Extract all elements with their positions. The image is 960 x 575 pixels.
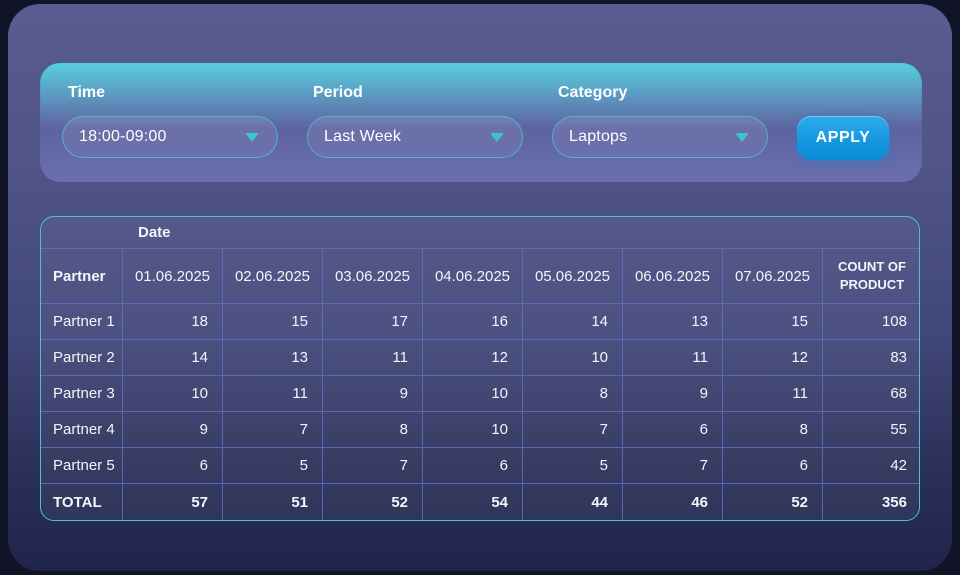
report-table-container: Date Partner 01.06.2025 02.06.2025 03.06… bbox=[40, 216, 920, 521]
total-value: 52 bbox=[723, 484, 823, 520]
dashboard-card: Time 18:00-09:00 Period Last Week Catego… bbox=[8, 4, 952, 571]
cell-value: 9 bbox=[623, 376, 723, 412]
time-dropdown-value: 18:00-09:00 bbox=[79, 128, 167, 145]
cell-value: 11 bbox=[723, 376, 823, 412]
cell-value: 9 bbox=[323, 376, 423, 412]
cell-value: 5 bbox=[223, 448, 323, 484]
cell-value: 10 bbox=[523, 340, 623, 376]
cell-value: 7 bbox=[223, 412, 323, 448]
partner-name: Partner 5 bbox=[41, 448, 123, 484]
cell-value: 7 bbox=[323, 448, 423, 484]
filter-row: Time 18:00-09:00 Period Last Week Catego… bbox=[41, 64, 921, 160]
period-dropdown[interactable]: Last Week bbox=[307, 116, 523, 158]
cell-value: 7 bbox=[523, 412, 623, 448]
column-header-date: 04.06.2025 bbox=[423, 249, 523, 304]
grand-total: 356 bbox=[881, 493, 907, 511]
row-total: 42 bbox=[823, 448, 919, 484]
total-row: TOTAL 57 51 52 54 44 46 52 356 bbox=[41, 484, 919, 520]
cell-value: 10 bbox=[423, 412, 523, 448]
cell-value: 8 bbox=[323, 412, 423, 448]
partner-name: Partner 1 bbox=[41, 304, 123, 340]
total-value: 57 bbox=[123, 484, 223, 520]
cell-value: 8 bbox=[723, 412, 823, 448]
filter-panel: Time 18:00-09:00 Period Last Week Catego… bbox=[40, 63, 922, 182]
cell-value: 7 bbox=[623, 448, 723, 484]
column-header-date: 03.06.2025 bbox=[323, 249, 423, 304]
cell-value: 17 bbox=[323, 304, 423, 340]
time-dropdown[interactable]: 18:00-09:00 bbox=[62, 116, 278, 158]
cell-value: 11 bbox=[323, 340, 423, 376]
cell-value: 6 bbox=[623, 412, 723, 448]
category-dropdown-value: Laptops bbox=[569, 128, 628, 145]
row-total: 83 bbox=[823, 340, 919, 376]
cell-value: 12 bbox=[423, 340, 523, 376]
table-row: Partner 1 18 15 17 16 14 13 15 108 bbox=[41, 304, 919, 340]
cell-value: 10 bbox=[123, 376, 223, 412]
cell-value: 9 bbox=[123, 412, 223, 448]
total-value: 51 bbox=[223, 484, 323, 520]
row-total: 55 bbox=[823, 412, 919, 448]
total-value: 54 bbox=[423, 484, 523, 520]
date-band-row: Date bbox=[41, 217, 919, 249]
period-dropdown-value: Last Week bbox=[324, 128, 402, 145]
cell-value: 6 bbox=[123, 448, 223, 484]
cell-value: 15 bbox=[723, 304, 823, 340]
period-label: Period bbox=[313, 84, 363, 101]
cell-value: 16 bbox=[423, 304, 523, 340]
total-value: 52 bbox=[323, 484, 423, 520]
total-value: 44 bbox=[523, 484, 623, 520]
cell-value: 6 bbox=[423, 448, 523, 484]
column-header-date: 05.06.2025 bbox=[523, 249, 623, 304]
partner-name: Partner 3 bbox=[41, 376, 123, 412]
table-row: Partner 4 9 7 8 10 7 6 8 55 bbox=[41, 412, 919, 448]
date-band-label: Date bbox=[41, 217, 919, 249]
category-dropdown[interactable]: Laptops bbox=[552, 116, 768, 158]
cell-value: 5 bbox=[523, 448, 623, 484]
time-field: Time 18:00-09:00 bbox=[62, 85, 278, 158]
column-header-date: 01.06.2025 bbox=[123, 249, 223, 304]
time-label: Time bbox=[68, 84, 106, 101]
chevron-down-icon bbox=[490, 132, 504, 142]
period-field: Period Last Week bbox=[307, 85, 523, 158]
column-header-date: 06.06.2025 bbox=[623, 249, 723, 304]
partner-name: Partner 2 bbox=[41, 340, 123, 376]
cell-value: 6 bbox=[723, 448, 823, 484]
cell-value: 15 bbox=[223, 304, 323, 340]
cell-value: 10 bbox=[423, 376, 523, 412]
cell-value: 14 bbox=[123, 340, 223, 376]
cell-value: 11 bbox=[623, 340, 723, 376]
category-label: Category bbox=[558, 84, 628, 101]
report-table: Date Partner 01.06.2025 02.06.2025 03.06… bbox=[41, 217, 919, 520]
total-value: 46 bbox=[623, 484, 723, 520]
table-row: Partner 2 14 13 11 12 10 11 12 83 bbox=[41, 340, 919, 376]
category-field: Category Laptops bbox=[552, 85, 768, 158]
row-total: 108 bbox=[823, 304, 919, 340]
chevron-down-icon bbox=[245, 132, 259, 142]
cell-value: 11 bbox=[223, 376, 323, 412]
column-header-count: COUNT OF PRODUCT bbox=[823, 249, 919, 304]
table-row: Partner 3 10 11 9 10 8 9 11 68 bbox=[41, 376, 919, 412]
cell-value: 13 bbox=[623, 304, 723, 340]
column-header-date: 07.06.2025 bbox=[723, 249, 823, 304]
total-label: TOTAL bbox=[41, 484, 123, 520]
header-row: Partner 01.06.2025 02.06.2025 03.06.2025… bbox=[41, 249, 919, 304]
partner-name: Partner 4 bbox=[41, 412, 123, 448]
table-row: Partner 5 6 5 7 6 5 7 6 42 bbox=[41, 448, 919, 484]
column-header-partner: Partner bbox=[41, 249, 123, 304]
cell-value: 8 bbox=[523, 376, 623, 412]
cell-value: 14 bbox=[523, 304, 623, 340]
apply-button[interactable]: APPLY bbox=[797, 116, 889, 160]
chevron-down-icon bbox=[735, 132, 749, 142]
column-header-date: 02.06.2025 bbox=[223, 249, 323, 304]
cell-value: 13 bbox=[223, 340, 323, 376]
row-total: 68 bbox=[823, 376, 919, 412]
cell-value: 18 bbox=[123, 304, 223, 340]
cell-value: 12 bbox=[723, 340, 823, 376]
